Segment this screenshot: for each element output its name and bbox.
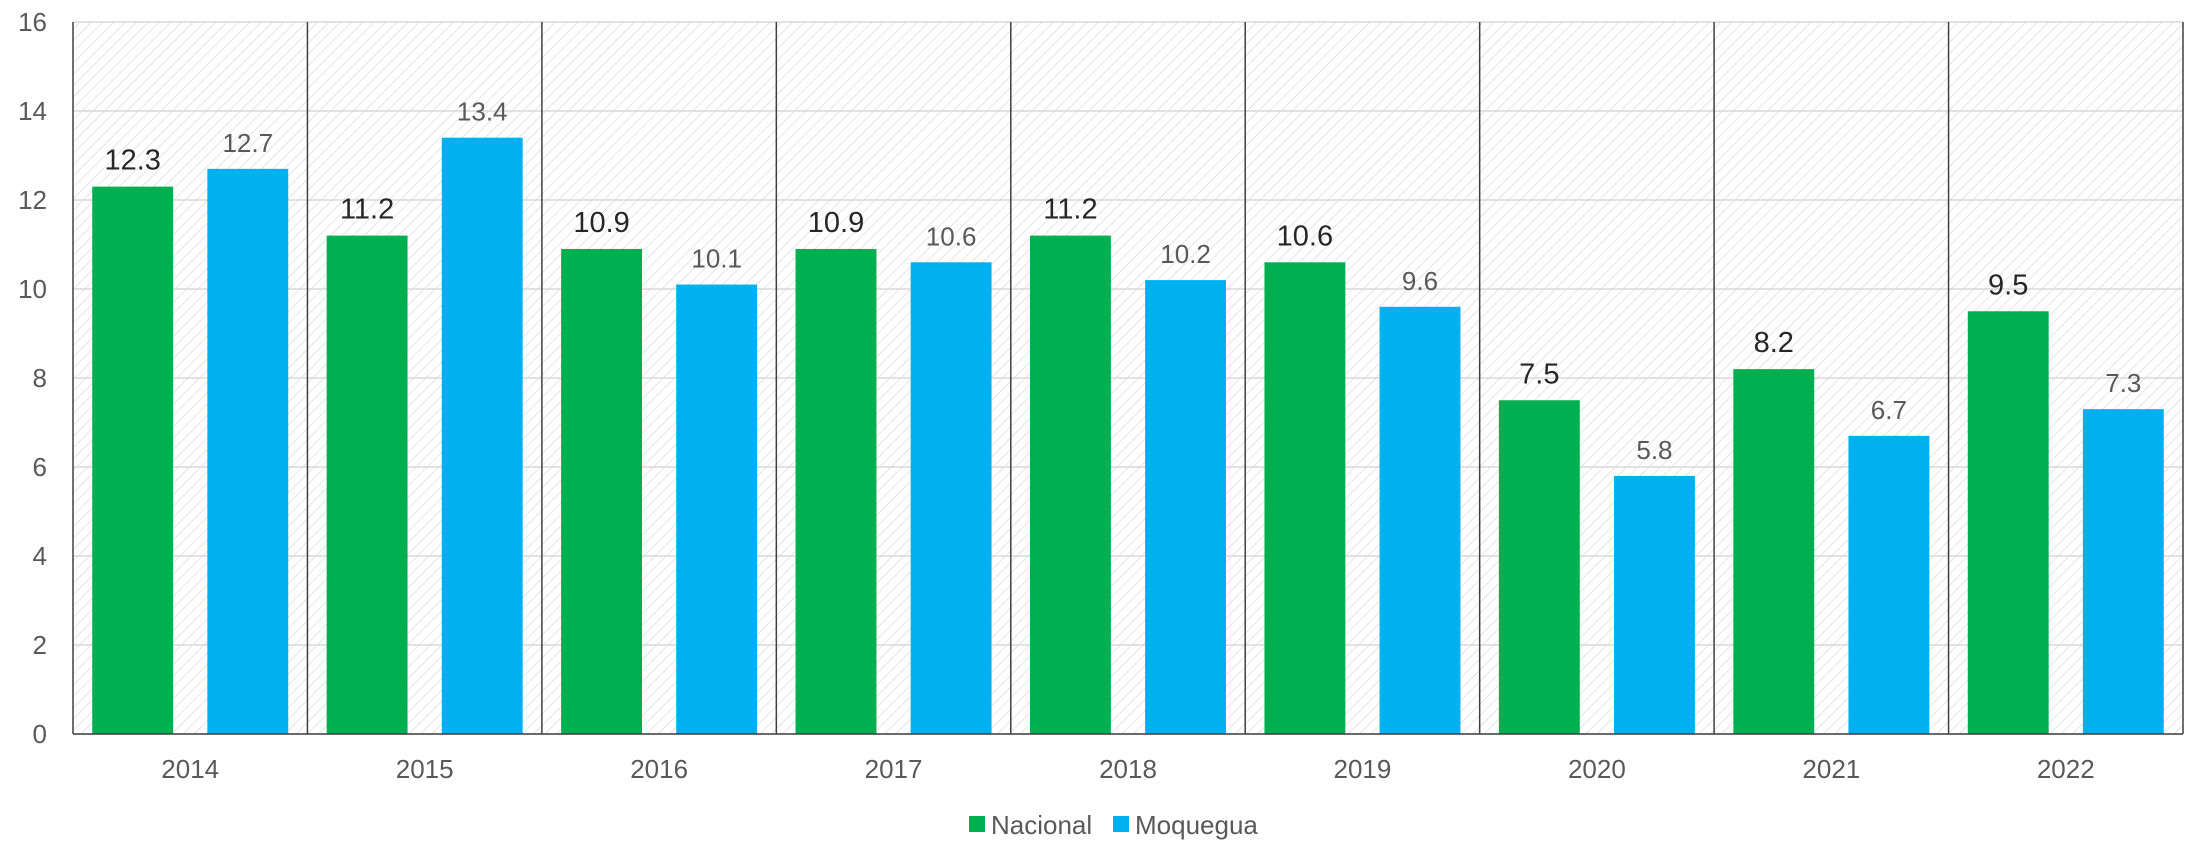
x-tick-label: 2020: [1568, 754, 1626, 784]
data-label-moquegua: 12.7: [222, 128, 273, 158]
data-label-moquegua: 7.3: [2105, 368, 2141, 398]
y-tick-label: 6: [33, 452, 47, 482]
x-tick-label: 2014: [161, 754, 219, 784]
bar-nacional: [1264, 262, 1346, 734]
category-separators: [72, 22, 2184, 734]
x-tick-label: 2017: [865, 754, 923, 784]
data-label-nacional: 8.2: [1754, 327, 1794, 359]
bar-moquegua: [441, 137, 523, 734]
data-label-moquegua: 6.7: [1871, 395, 1907, 425]
bar-moquegua: [676, 284, 758, 734]
bars: [92, 137, 2164, 735]
legend-label-moquegua: Moquegua: [1135, 810, 1258, 840]
x-tick-label: 2021: [1802, 754, 1860, 784]
y-axis: 0 2 4 6 8 10 12 14 16: [18, 7, 47, 749]
bar-nacional: [1967, 311, 2049, 734]
y-tick-label: 8: [33, 363, 47, 393]
data-label-moquegua: 10.2: [1160, 239, 1211, 269]
data-label-nacional: 12.3: [104, 145, 160, 177]
data-label-moquegua: 9.6: [1402, 266, 1438, 296]
data-label-nacional: 11.2: [1043, 194, 1097, 226]
y-tick-label: 12: [18, 185, 47, 215]
x-tick-label: 2015: [396, 754, 454, 784]
bar-nacional: [1498, 400, 1580, 734]
bar-nacional: [795, 248, 877, 734]
bar-moquegua: [1848, 435, 1930, 734]
legend-label-nacional: Nacional: [991, 810, 1092, 840]
data-label-moquegua: 10.1: [691, 244, 742, 274]
bar-moquegua: [1379, 306, 1461, 734]
legend: Nacional Moquegua: [969, 810, 1258, 840]
y-tick-label: 4: [33, 541, 47, 571]
x-tick-label: 2018: [1099, 754, 1157, 784]
bar-moquegua: [2082, 409, 2164, 734]
y-tick-label: 0: [33, 719, 47, 749]
bar-nacional: [1733, 369, 1815, 734]
data-label-nacional: 10.6: [1277, 220, 1333, 252]
y-tick-label: 16: [18, 7, 47, 37]
data-label-moquegua: 13.4: [457, 97, 508, 127]
bar-moquegua: [207, 168, 289, 735]
data-label-nacional: 9.5: [1988, 269, 2028, 301]
y-tick-label: 10: [18, 274, 47, 304]
bar-nacional: [1030, 235, 1111, 734]
data-label-nacional: 10.9: [573, 207, 629, 239]
x-axis: 2014 2015 2016 2017 2018 2019 2020 2021 2022: [73, 733, 2183, 784]
data-labels: 12.3 11.2 10.9 10.9 11.2 10.6 7.5 8.2 9.5 12.7 13.…: [104, 97, 2141, 465]
data-label-moquegua: 10.6: [926, 221, 977, 251]
legend-swatch-nacional: [969, 816, 985, 832]
y-tick-label: 14: [18, 96, 47, 126]
y-tick-label: 2: [33, 630, 47, 660]
legend-swatch-moquegua: [1113, 816, 1129, 832]
bar-moquegua: [1145, 280, 1226, 734]
x-tick-label: 2016: [630, 754, 688, 784]
data-label-moquegua: 5.8: [1636, 435, 1672, 465]
x-tick-label: 2019: [1334, 754, 1392, 784]
data-label-nacional: 7.5: [1519, 358, 1559, 390]
data-label-nacional: 10.9: [808, 207, 864, 239]
data-label-nacional: 11.2: [340, 194, 394, 226]
bar-nacional: [561, 248, 642, 734]
bar-nacional: [92, 186, 174, 734]
bar-nacional: [326, 235, 408, 734]
bar-moquegua: [1614, 475, 1695, 734]
x-tick-label: 2022: [2037, 754, 2095, 784]
bar-moquegua: [910, 262, 992, 734]
